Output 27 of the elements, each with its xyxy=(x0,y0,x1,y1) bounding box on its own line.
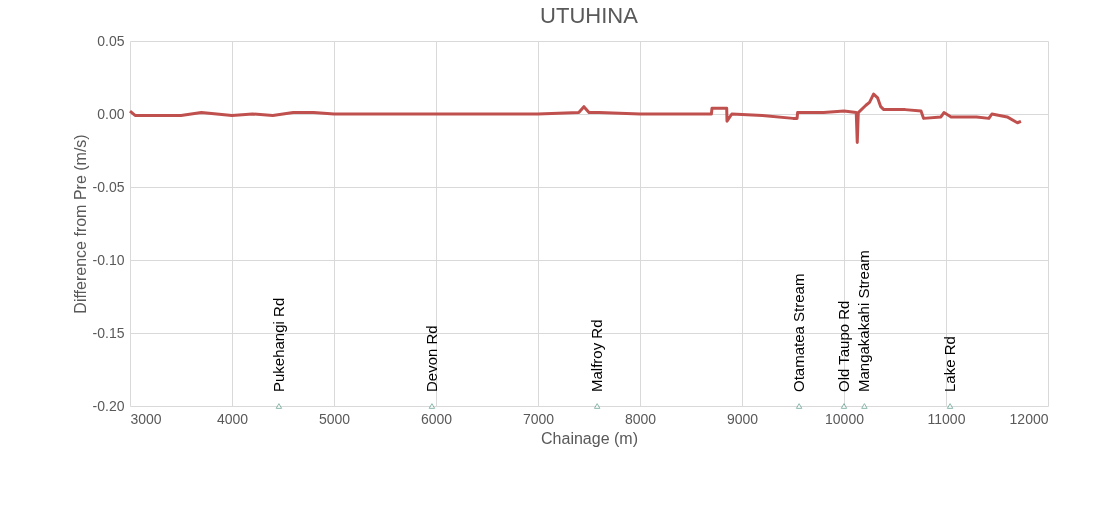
x-tick-label: 9000 xyxy=(726,410,759,427)
x-tick-label: 8000 xyxy=(624,410,657,427)
x-tick-label: 11000 xyxy=(927,410,966,427)
y-tick-label: 0.05 xyxy=(97,32,125,49)
annotation: Malfroy Rd xyxy=(588,319,606,392)
y-tick-label: -0.05 xyxy=(92,178,125,195)
annotation: Old Taupo Rd xyxy=(835,300,852,392)
x-tick-label: 3000 xyxy=(130,410,162,427)
x-tick-label: 7000 xyxy=(522,410,555,427)
chart-title: UTUHINA xyxy=(540,3,639,28)
line-series xyxy=(128,92,1023,144)
y-tick-label: -0.20 xyxy=(92,397,125,414)
x-tick-label: 10000 xyxy=(825,410,865,427)
annotation: Pukehangi Rd xyxy=(269,297,287,392)
y-tick-label: 0.00 xyxy=(97,105,125,122)
y-tick-label: -0.10 xyxy=(92,251,125,268)
annotation: Lake Rd xyxy=(941,336,959,392)
y-tick-label: -0.15 xyxy=(92,324,125,341)
x-tick-label: 6000 xyxy=(420,410,453,427)
annotation: Otamatea Stream xyxy=(790,273,808,392)
x-tick-label: 5000 xyxy=(318,410,351,427)
x-tick-label: 12000 xyxy=(1009,410,1049,427)
annotation: Mangakakahi Stream xyxy=(855,250,873,392)
x-tick-label: 4000 xyxy=(216,410,249,427)
y-axis-title: Difference from Pre (m/s) xyxy=(71,134,89,314)
annotation: Devon Rd xyxy=(422,325,440,392)
x-axis-title: Chainage (m) xyxy=(541,429,638,447)
